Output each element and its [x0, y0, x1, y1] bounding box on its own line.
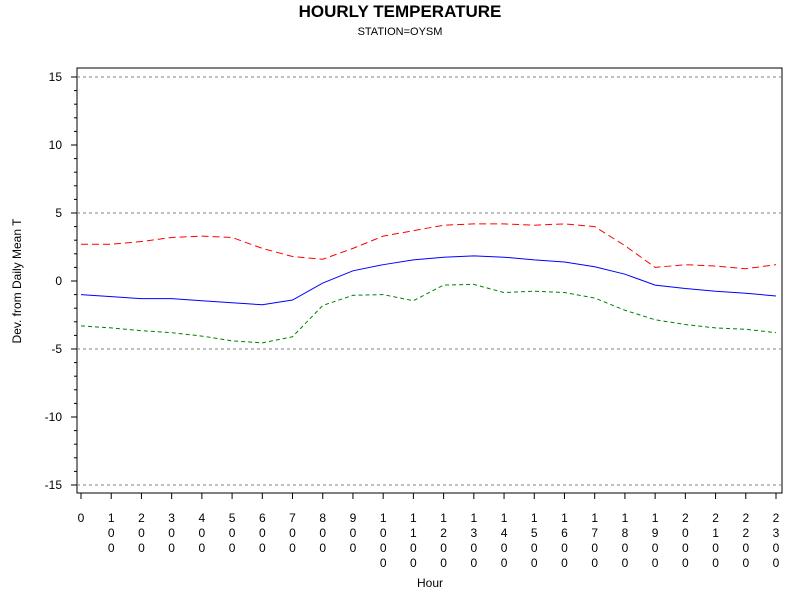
series-line-2 — [80, 255, 777, 306]
y-tick-label: 5 — [55, 206, 62, 220]
series-line-1 — [81, 223, 777, 270]
plot-frame — [76, 67, 783, 494]
x-axis-title: Hour — [417, 576, 443, 590]
chart-title: HOURLY TEMPERATURE — [299, 2, 502, 21]
reference-lines — [77, 76, 782, 486]
series-line-3 — [80, 283, 777, 344]
x-axis: 0 1 0 0 2 0 0 3 0 0 4 0 0 5 0 0 6 0 0 7 0 0 8 0 0 9 0 0 1 0 0 0 1 1 0 0 1 2 0 0… — [78, 493, 780, 570]
x-tick-label: 0 — [78, 511, 85, 525]
chart-subtitle: STATION=OYSM — [358, 26, 443, 38]
y-tick-label: -10 — [45, 410, 63, 424]
y-tick-label: 0 — [55, 274, 62, 288]
y-tick-label: 10 — [49, 138, 63, 152]
y-axis: -15 -10 -5 0 5 10 15 — [45, 70, 77, 492]
y-tick-label: 15 — [49, 70, 63, 84]
series-layer — [80, 223, 777, 344]
y-axis-title: Dev. from Daily Mean T — [10, 218, 24, 344]
y-tick-label: -15 — [45, 478, 63, 492]
y-tick-label: -5 — [51, 342, 62, 356]
